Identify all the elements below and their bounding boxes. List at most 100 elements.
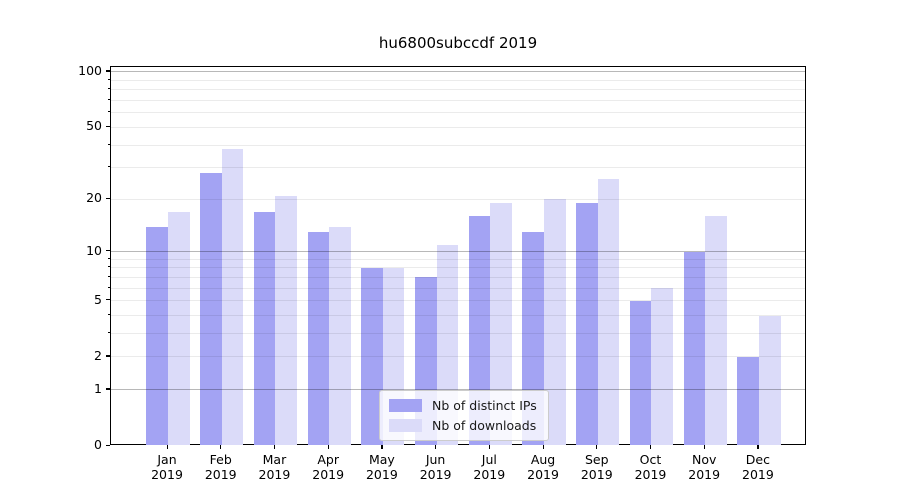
gridline-minor-60	[111, 112, 805, 114]
plot-area: Nb of distinct IPs Nb of downloads	[110, 66, 806, 445]
x-tick-mark-jul	[488, 445, 490, 449]
x-tick-year: 2019	[258, 467, 291, 482]
x-tick-year: 2019	[742, 467, 774, 482]
bar-nb-of-distinct-ips-mar	[253, 211, 276, 445]
x-tick-month: Mar	[262, 452, 287, 467]
gridline-major-1	[111, 389, 805, 391]
y-tick-label-100: 100	[78, 62, 102, 78]
bar-nb-of-downloads-jan	[168, 211, 190, 445]
bar-nb-of-distinct-ips-jan	[146, 226, 168, 445]
x-tick-mark-nov	[703, 445, 705, 449]
x-tick-year: 2019	[580, 467, 613, 482]
bar-nb-of-distinct-ips-dec	[737, 356, 759, 445]
x-tick-label-mar: Mar 2019	[246, 452, 302, 482]
bar-nb-of-downloads-feb	[221, 149, 244, 445]
x-tick-label-jun: Jun 2019	[408, 452, 464, 482]
gridline-minor-9	[111, 258, 805, 260]
gridline-minor-4	[111, 315, 805, 317]
bar-nb-of-downloads-nov	[705, 216, 727, 445]
x-tick-year: 2019	[312, 467, 345, 482]
x-tick-mark-apr	[327, 445, 329, 449]
y-minor-tick-mark-4	[108, 314, 110, 316]
y-minor-tick-mark-60	[108, 111, 110, 113]
y-minor-tick-mark-70	[108, 99, 110, 101]
x-tick-label-jan: Jan 2019	[139, 452, 195, 482]
x-tick-label-nov: Nov 2019	[676, 452, 732, 482]
legend-swatch-distinct-ips	[389, 399, 422, 412]
bar-nb-of-distinct-ips-may	[361, 267, 383, 445]
x-tick-label-jul: Jul 2019	[461, 452, 517, 482]
x-tick-year: 2019	[473, 467, 506, 482]
x-tick-year: 2019	[527, 467, 559, 482]
gridline-minor-20	[111, 198, 805, 200]
bar-nb-of-downloads-aug	[544, 199, 566, 445]
x-tick-year: 2019	[365, 467, 398, 482]
x-tick-month: Jul	[481, 452, 497, 467]
x-tick-label-aug: Aug 2019	[515, 452, 571, 482]
bar-nb-of-downloads-apr	[329, 226, 351, 445]
y-tick-label-50: 50	[86, 118, 102, 134]
x-tick-month: Feb	[209, 452, 232, 467]
x-tick-month: May	[368, 452, 395, 467]
x-tick-year: 2019	[419, 467, 452, 482]
bar-nb-of-downloads-jul	[490, 203, 512, 445]
y-tick-mark-2	[106, 355, 110, 357]
x-tick-label-may: May 2019	[354, 452, 410, 482]
x-tick-month: Jun	[425, 452, 446, 467]
y-minor-tick-mark-80	[108, 88, 110, 90]
x-tick-year: 2019	[688, 467, 721, 482]
y-minor-tick-mark-30	[108, 166, 110, 168]
gridline-major-10	[111, 251, 805, 253]
legend-item-distinct-ips: Nb of distinct IPs	[389, 398, 537, 413]
x-tick-year: 2019	[634, 467, 667, 482]
bar-nb-of-distinct-ips-jul	[468, 216, 491, 445]
legend: Nb of distinct IPs Nb of downloads	[379, 390, 549, 441]
bar-nb-of-distinct-ips-apr	[307, 232, 330, 445]
bar-nb-of-distinct-ips-sep	[576, 203, 598, 445]
gridline-minor-80	[111, 89, 805, 91]
legend-swatch-downloads	[389, 419, 422, 432]
y-tick-mark-5	[106, 299, 110, 301]
gridline-minor-6	[111, 287, 805, 289]
gridline-minor-2	[111, 356, 805, 358]
y-tick-mark-1	[106, 388, 110, 390]
x-tick-mark-aug	[542, 445, 544, 449]
gridline-major-100	[111, 71, 805, 73]
y-tick-mark-0	[106, 444, 110, 446]
y-tick-mark-50	[106, 125, 110, 128]
bar-nb-of-distinct-ips-oct	[629, 300, 652, 445]
x-tick-label-oct: Oct 2019	[622, 452, 678, 482]
x-tick-month: Jan	[157, 452, 177, 467]
legend-label-downloads: Nb of downloads	[432, 418, 537, 433]
y-tick-label-1: 1	[94, 380, 102, 396]
y-minor-tick-mark-3	[108, 332, 110, 334]
y-minor-tick-mark-40	[108, 143, 110, 145]
gridline-minor-40	[111, 144, 805, 146]
x-tick-mark-mar	[273, 445, 276, 449]
gridline-minor-8	[111, 267, 805, 269]
x-tick-mark-jan	[166, 445, 168, 449]
y-tick-label-2: 2	[94, 347, 102, 363]
gridline-minor-70	[111, 100, 805, 102]
y-minor-tick-mark-9	[108, 257, 110, 259]
x-tick-mark-dec	[757, 445, 759, 449]
bar-nb-of-downloads-sep	[597, 178, 620, 445]
y-tick-label-0: 0	[94, 437, 102, 452]
y-tick-label-20: 20	[86, 190, 102, 206]
y-tick-mark-10	[106, 250, 110, 252]
gridline-minor-90	[111, 79, 805, 81]
y-minor-tick-mark-6	[108, 286, 110, 288]
legend-item-downloads: Nb of downloads	[389, 418, 537, 433]
x-tick-month: Nov	[691, 452, 717, 467]
x-tick-mark-oct	[649, 445, 652, 449]
legend-label-distinct-ips: Nb of distinct IPs	[432, 398, 537, 413]
x-tick-label-feb: Feb 2019	[193, 452, 249, 482]
y-tick-mark-20	[106, 197, 110, 199]
y-tick-mark-100	[106, 70, 110, 72]
x-tick-mark-sep	[596, 445, 598, 449]
gridline-minor-5	[111, 300, 805, 302]
x-tick-month: Sep	[584, 452, 609, 467]
x-tick-mark-may	[381, 445, 383, 449]
bar-nb-of-downloads-mar	[275, 195, 298, 445]
y-tick-label-5: 5	[94, 291, 102, 307]
